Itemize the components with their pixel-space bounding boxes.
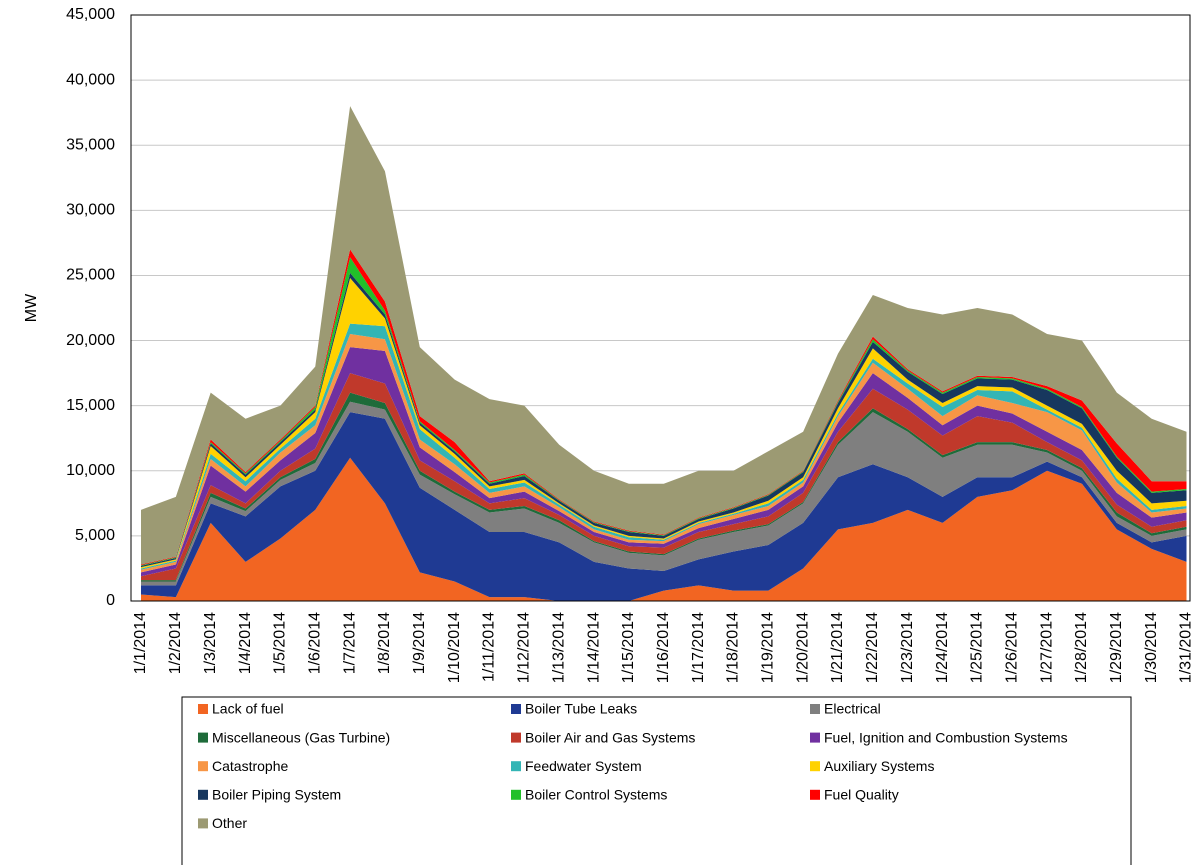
y-tick-label: 0 — [106, 592, 115, 609]
legend-label: Boiler Piping System — [212, 787, 341, 803]
y-tick-label: 40,000 — [66, 71, 115, 88]
y-tick-label: 30,000 — [66, 202, 115, 219]
legend-label: Lack of fuel — [212, 701, 284, 717]
x-tick-label: 1/30/2014 — [1143, 612, 1160, 683]
y-tick-label: 5,000 — [75, 527, 115, 544]
x-tick-label: 1/27/2014 — [1038, 612, 1055, 683]
x-tick-label: 1/17/2014 — [690, 612, 707, 683]
legend-label: Other — [212, 815, 247, 831]
x-tick-label: 1/22/2014 — [864, 612, 881, 683]
x-tick-label: 1/20/2014 — [794, 612, 811, 683]
legend-label: Boiler Control Systems — [525, 787, 667, 803]
x-tick-label: 1/21/2014 — [829, 612, 846, 683]
x-tick-label: 1/25/2014 — [969, 612, 986, 683]
legend-label: Fuel, Ignition and Combustion Systems — [824, 729, 1068, 745]
y-axis-title: MW — [23, 293, 40, 322]
x-tick-label: 1/28/2014 — [1073, 612, 1090, 683]
legend-swatch — [198, 789, 208, 800]
x-tick-label: 1/9/2014 — [411, 612, 428, 674]
x-tick-label: 1/23/2014 — [899, 612, 916, 683]
legend-swatch — [511, 761, 521, 772]
x-tick-label: 1/24/2014 — [934, 612, 951, 683]
legend-swatch — [511, 704, 521, 714]
legend-swatch — [810, 704, 820, 714]
legend-swatch — [198, 732, 208, 743]
legend-swatch — [198, 761, 208, 772]
legend-box — [181, 696, 1132, 865]
legend-label: Boiler Air and Gas Systems — [525, 729, 695, 745]
plot-frame — [130, 14, 1191, 602]
x-tick-label: 1/4/2014 — [237, 612, 254, 674]
legend-label: Auxiliary Systems — [824, 758, 934, 774]
x-tick-label: 1/13/2014 — [550, 612, 567, 683]
x-tick-label: 1/29/2014 — [1108, 612, 1125, 683]
legend-swatch — [511, 732, 521, 743]
x-tick-label: 1/5/2014 — [272, 612, 289, 674]
legend-swatch — [511, 789, 521, 800]
x-tick-label: 1/2/2014 — [167, 612, 184, 674]
x-tick-label: 1/19/2014 — [760, 612, 777, 683]
area — [141, 106, 1187, 565]
y-tick-label: 10,000 — [66, 462, 115, 479]
area — [141, 401, 1187, 586]
y-tick-label: 20,000 — [66, 332, 115, 349]
x-tick-label: 1/11/2014 — [481, 612, 498, 682]
y-tick-label: 15,000 — [66, 397, 115, 414]
x-tick-label: 1/1/2014 — [132, 612, 149, 674]
legend-label: Catastrophe — [212, 758, 288, 774]
y-tick-label: 45,000 — [66, 6, 115, 23]
legend-swatch — [198, 818, 208, 829]
legend-swatch — [810, 761, 820, 772]
area — [141, 347, 1187, 577]
x-tick-label: 1/8/2014 — [376, 612, 393, 674]
x-tick-label: 1/12/2014 — [516, 612, 533, 683]
area — [141, 457, 1187, 601]
legend-label: Boiler Tube Leaks — [525, 701, 637, 717]
legend-label: Miscellaneous (Gas Turbine) — [212, 729, 390, 745]
y-tick-label: 35,000 — [66, 136, 115, 153]
legend: Lack of fuel Boiler Tube Leaks Electrical M… — [181, 696, 1132, 865]
x-tick-label: 1/10/2014 — [446, 612, 463, 683]
area — [141, 373, 1187, 581]
x-tick-label: 1/3/2014 — [202, 612, 219, 674]
x-tick-label: 1/6/2014 — [306, 612, 323, 674]
x-tick-label: 1/18/2014 — [725, 612, 742, 683]
legend-swatch — [198, 704, 208, 714]
legend-label: Fuel Quality — [824, 787, 899, 803]
y-tick-label: 25,000 — [66, 267, 115, 284]
area — [141, 323, 1187, 570]
x-tick-label: 1/15/2014 — [620, 612, 637, 683]
x-tick-label: 1/7/2014 — [341, 612, 358, 674]
x-tick-label: 1/26/2014 — [1003, 612, 1020, 683]
x-tick-label: 1/31/2014 — [1178, 612, 1191, 683]
area — [141, 334, 1187, 573]
x-tick-label: 1/16/2014 — [655, 612, 672, 683]
x-tick-label: 1/14/2014 — [585, 612, 602, 683]
legend-swatch — [810, 789, 820, 800]
legend-swatch — [810, 732, 820, 743]
area — [141, 392, 1187, 582]
legend-label: Feedwater System — [525, 758, 642, 774]
area — [141, 412, 1187, 601]
legend-label: Electrical — [824, 701, 881, 717]
